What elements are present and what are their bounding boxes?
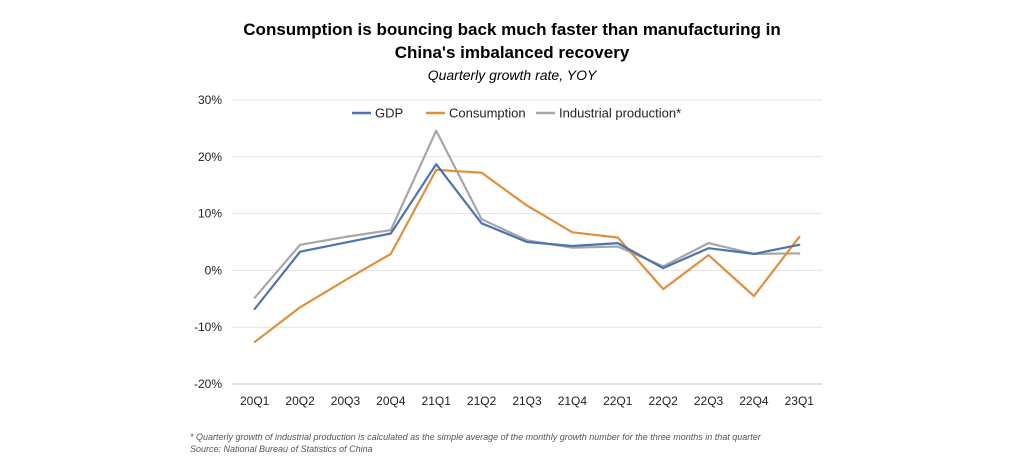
x-tick-label: 22Q2 bbox=[648, 394, 678, 408]
series-line-industrial-production bbox=[253, 129, 801, 299]
series-line-gdp bbox=[253, 163, 801, 311]
footnote: * Quarterly growth of industrial product… bbox=[190, 432, 761, 442]
y-tick-label: 0% bbox=[205, 263, 223, 277]
series-line-consumption bbox=[253, 168, 801, 344]
chart-title: Consumption is bouncing back much faster… bbox=[0, 18, 1024, 64]
chart-title-line2: China's imbalanced recovery bbox=[394, 43, 630, 62]
y-tick-label: 10% bbox=[198, 207, 222, 221]
x-tick-label: 21Q1 bbox=[422, 394, 452, 408]
y-tick-label: -20% bbox=[194, 377, 222, 391]
x-tick-label: 20Q4 bbox=[376, 394, 406, 408]
x-tick-label: 23Q1 bbox=[785, 394, 815, 408]
legend-label: Industrial production* bbox=[559, 106, 681, 121]
x-tick-label: 21Q3 bbox=[512, 394, 542, 408]
x-tick-label: 21Q4 bbox=[558, 394, 588, 408]
x-tick-label: 20Q2 bbox=[285, 394, 315, 408]
x-tick-label: 22Q1 bbox=[603, 394, 633, 408]
x-tick-label: 22Q4 bbox=[739, 394, 769, 408]
source-note: Source: National Bureau of Statistics of… bbox=[190, 444, 373, 454]
x-tick-label: 20Q3 bbox=[331, 394, 361, 408]
x-tick-label: 20Q1 bbox=[240, 394, 270, 408]
x-tick-label: 22Q3 bbox=[694, 394, 724, 408]
chart-title-line1: Consumption is bouncing back much faster… bbox=[243, 20, 781, 39]
legend-label: GDP bbox=[375, 106, 403, 121]
y-tick-label: 30% bbox=[198, 93, 222, 107]
y-tick-label: 20% bbox=[198, 150, 222, 164]
legend-label: Consumption bbox=[449, 106, 526, 121]
y-tick-label: -10% bbox=[194, 320, 222, 334]
x-tick-label: 21Q2 bbox=[467, 394, 497, 408]
chart-subtitle: Quarterly growth rate, YOY bbox=[427, 67, 597, 83]
